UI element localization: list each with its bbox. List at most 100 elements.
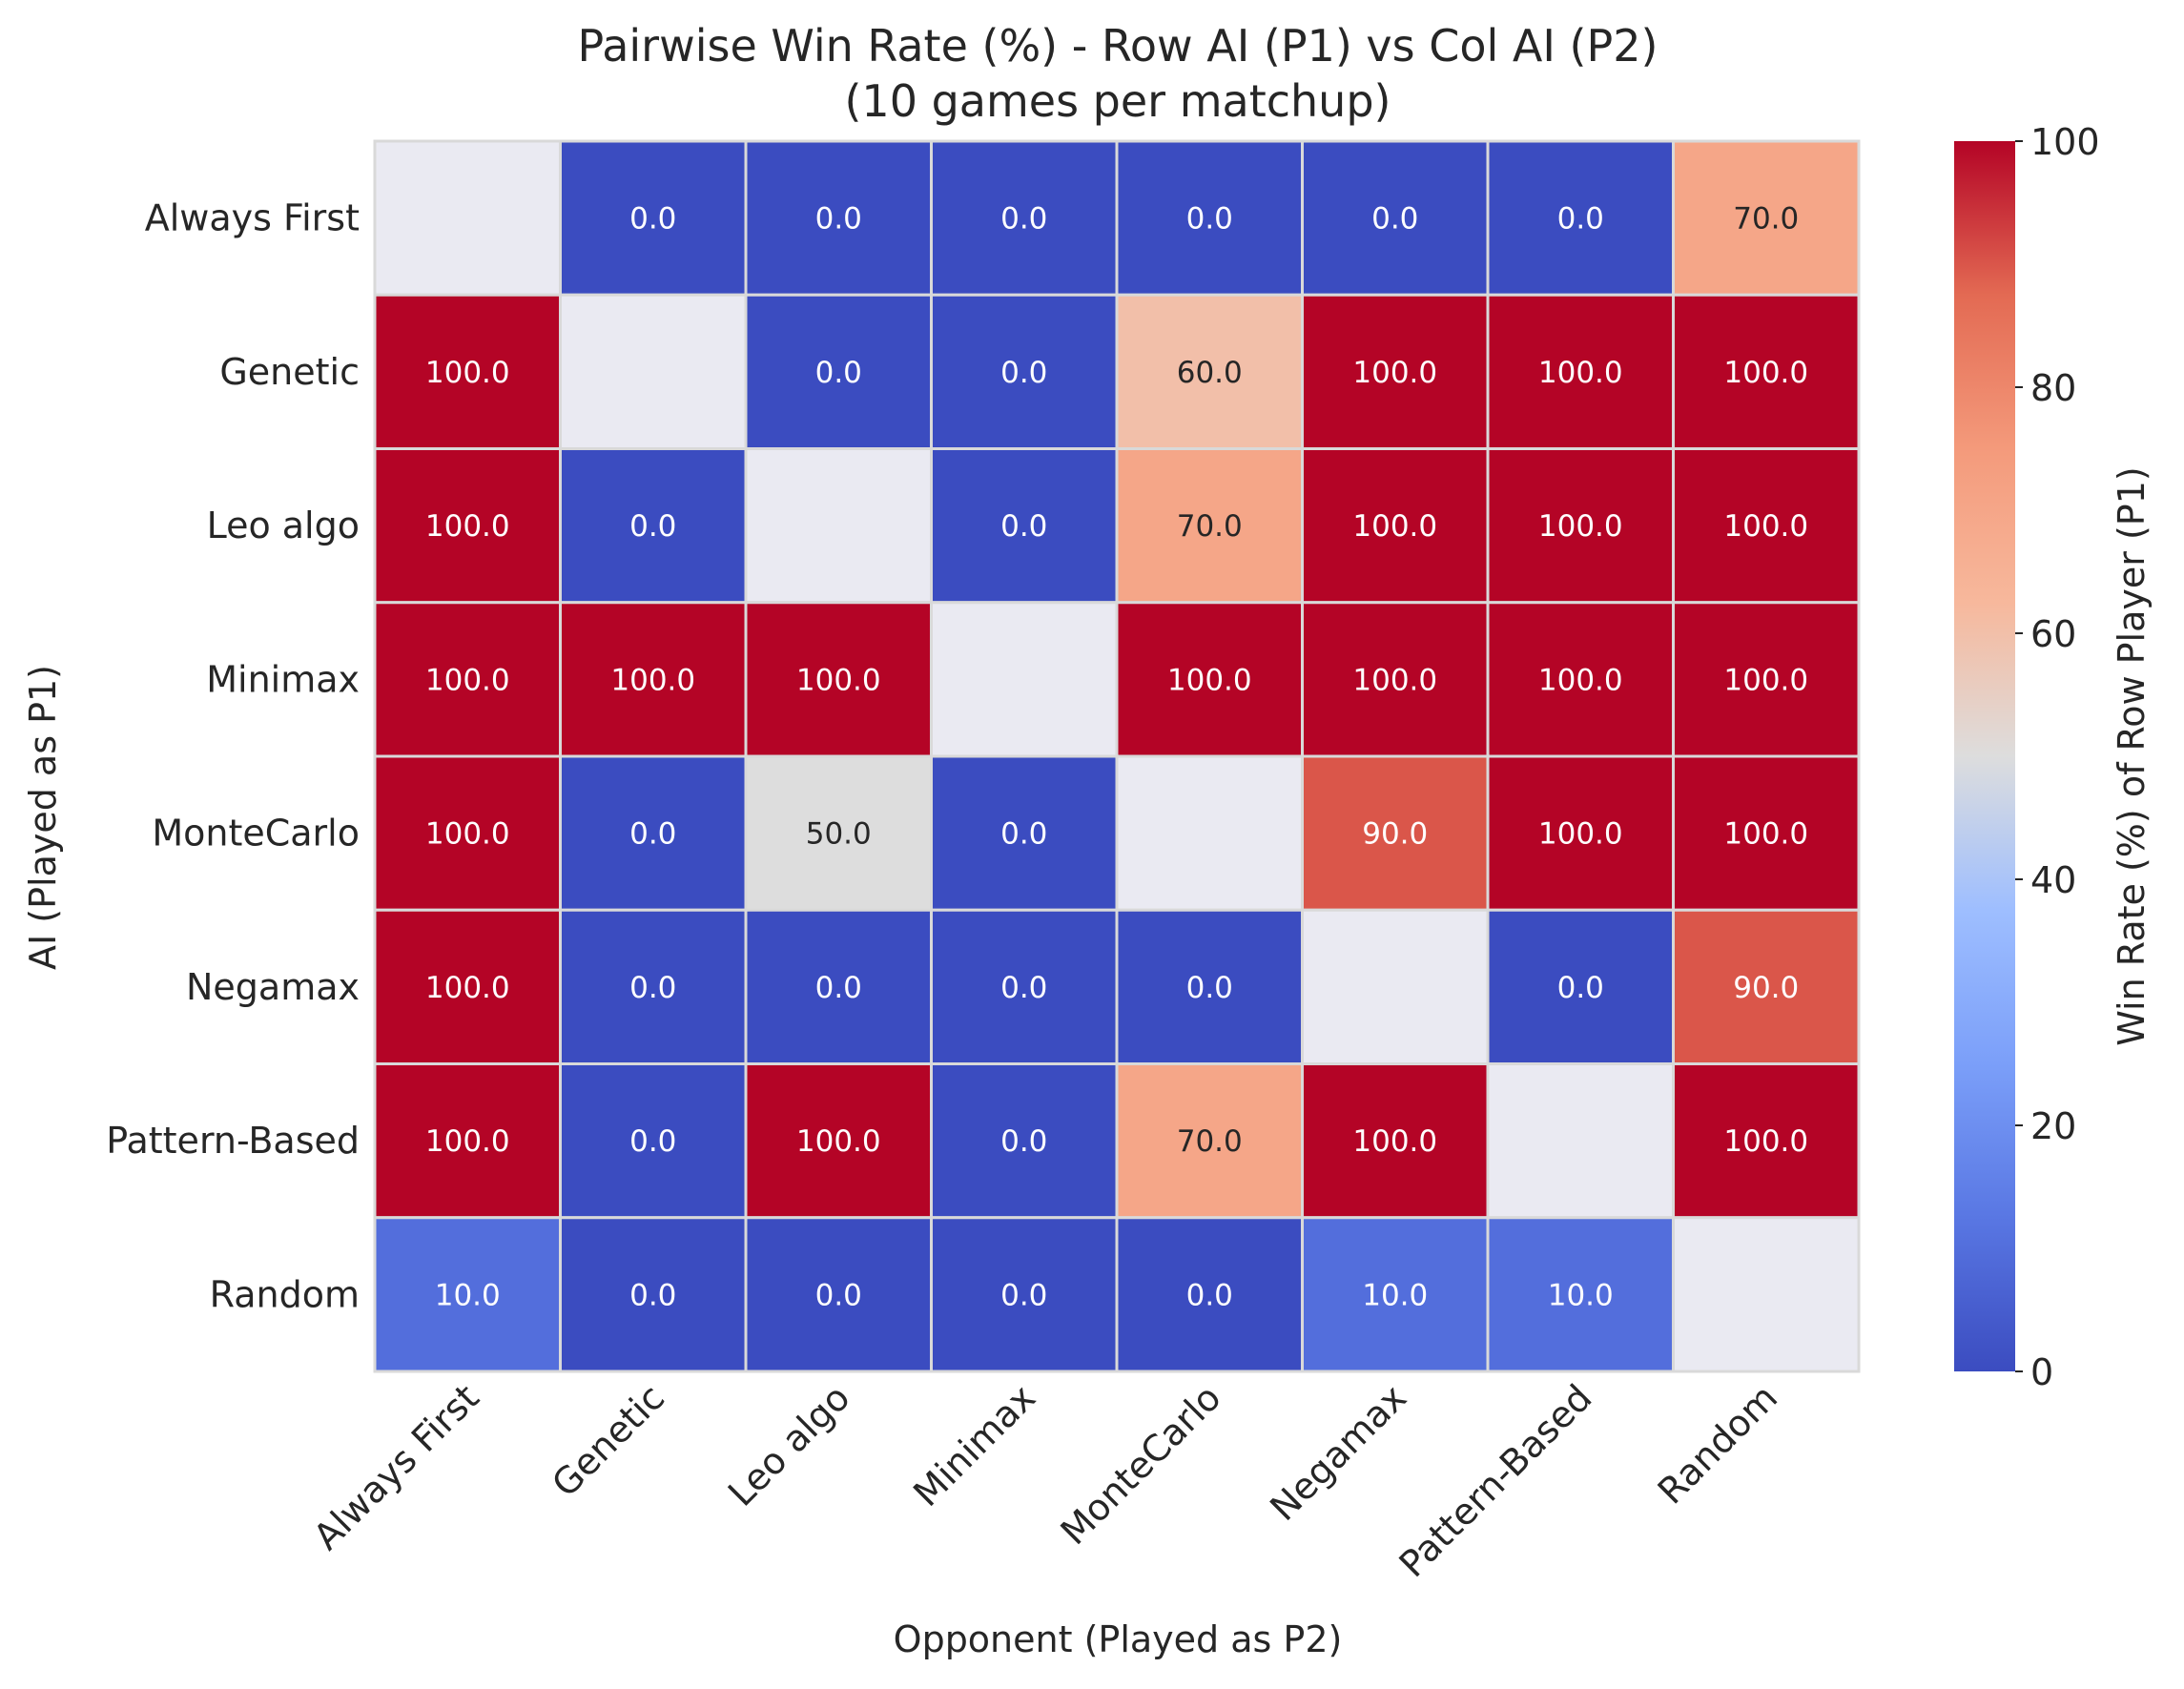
row-tick-label: Random	[210, 1273, 360, 1315]
heatmap-cell	[1115, 754, 1304, 912]
heatmap-cell	[559, 1216, 748, 1373]
cell-value-label: 100.0	[796, 1124, 881, 1159]
cell-value-label: 0.0	[1186, 202, 1233, 237]
column-tick-label: Negamax	[1262, 1376, 1414, 1529]
cell-value-label: 10.0	[1362, 1278, 1428, 1312]
cell-value-label: 0.0	[815, 356, 862, 390]
heatmap-cell	[930, 139, 1119, 297]
colorbar-ticks: 0 20 40 60 80 100	[2015, 121, 2100, 1393]
colorbar-tick-label: 100	[2030, 121, 2100, 163]
cell-value-label: 100.0	[610, 663, 695, 697]
heatmap-cell	[1301, 447, 1490, 605]
cell-value-label: 100.0	[1723, 663, 1808, 697]
heatmap-cell	[930, 1062, 1119, 1220]
cell-value-label: 100.0	[1723, 509, 1808, 544]
cell-value-label: 10.0	[1548, 1278, 1614, 1312]
x-axis-label: Opponent (Played as P2)	[894, 1618, 1343, 1660]
column-tick-label: Random	[1650, 1376, 1785, 1512]
heatmap-cell	[1672, 908, 1861, 1065]
heatmap-cell	[1301, 908, 1490, 1065]
column-tick-label: MonteCarlo	[1053, 1376, 1229, 1553]
cell-value-label: 100.0	[425, 509, 510, 544]
cell-value-label: 100.0	[425, 817, 510, 852]
cell-value-label: 0.0	[815, 1278, 862, 1312]
cell-value-label: 0.0	[1000, 356, 1047, 390]
heatmap-cell	[1672, 1062, 1861, 1220]
cell-value-label: 0.0	[629, 202, 676, 237]
heatmap-cell	[930, 908, 1119, 1065]
chart-subtitle: (10 games per matchup)	[844, 75, 1391, 127]
heatmap-cell	[373, 908, 562, 1065]
heatmap-value-labels: 0.0 0.0 0.0 0.0 0.0 0.0 70.0 100.0 0.0 0.0 60.0 100…	[425, 202, 1808, 1313]
cell-value-label: 10.0	[435, 1278, 501, 1312]
heatmap-cell	[1672, 293, 1861, 450]
heatmap-cell	[559, 293, 748, 450]
heatmap-cell	[1115, 447, 1304, 605]
heatmap-cell	[373, 601, 562, 758]
cell-value-label: 90.0	[1362, 817, 1428, 852]
cell-value-label: 0.0	[1000, 971, 1047, 1005]
heatmap-cell	[559, 601, 748, 758]
cell-value-label: 0.0	[1000, 509, 1047, 544]
y-axis-label: AI (Played as P1)	[22, 665, 64, 970]
cell-value-label: 100.0	[1538, 817, 1623, 852]
heatmap-cell	[1115, 1062, 1304, 1220]
cell-value-label: 100.0	[1538, 663, 1623, 697]
row-tick-label: Leo algo	[207, 505, 360, 546]
row-tick-label: Minimax	[206, 658, 360, 700]
heatmap-cell	[1301, 1216, 1490, 1373]
cell-value-label: 100.0	[1538, 356, 1623, 390]
heatmap-cell	[373, 293, 562, 450]
cell-value-label: 0.0	[629, 1278, 676, 1312]
cell-value-label: 100.0	[425, 356, 510, 390]
colorbar-tick-label: 80	[2030, 367, 2076, 409]
heatmap-cell	[373, 754, 562, 912]
heatmap-cell	[1115, 908, 1304, 1065]
heatmap-cell	[1301, 293, 1490, 450]
cell-value-label: 70.0	[1177, 1124, 1243, 1159]
row-tick-label: Negamax	[186, 966, 360, 1008]
cell-value-label: 0.0	[1371, 202, 1418, 237]
cell-value-label: 100.0	[1352, 1124, 1437, 1159]
heatmap-cell	[1672, 601, 1861, 758]
heatmap-cell	[1486, 601, 1675, 758]
heatmap-cell	[744, 754, 933, 912]
cell-value-label: 100.0	[1538, 509, 1623, 544]
heatmap-cell	[373, 1216, 562, 1373]
row-tick-label: Pattern-Based	[106, 1120, 360, 1162]
heatmap-cell	[373, 1062, 562, 1220]
cell-value-label: 70.0	[1177, 509, 1243, 544]
cell-value-label: 100.0	[1352, 663, 1437, 697]
row-tick-label: Always First	[145, 197, 360, 239]
heatmap-cell	[930, 447, 1119, 605]
heatmap-cell	[1301, 1062, 1490, 1220]
column-tick-label: Pattern-Based	[1391, 1376, 1600, 1585]
heatmap-cell	[1486, 1216, 1675, 1373]
cell-value-label: 100.0	[1723, 817, 1808, 852]
cell-value-label: 0.0	[815, 971, 862, 1005]
cell-value-label: 100.0	[425, 971, 510, 1005]
colorbar-tick-label: 0	[2030, 1351, 2053, 1393]
heatmap-cell	[930, 601, 1119, 758]
x-tick-labels: Always First Genetic Leo algo Minimax MonteC…	[305, 1376, 1785, 1585]
heatmap-cell	[1486, 139, 1675, 297]
cell-value-label: 0.0	[1000, 202, 1047, 237]
cell-value-label: 0.0	[629, 971, 676, 1005]
heatmap-cell	[744, 1062, 933, 1220]
colorbar-tick-label: 20	[2030, 1105, 2076, 1147]
cell-value-label: 0.0	[1557, 202, 1604, 237]
heatmap-cell	[1115, 1216, 1304, 1373]
cell-value-label: 0.0	[1000, 1278, 1047, 1312]
heatmap-cell	[1486, 1062, 1675, 1220]
heatmap-cell	[559, 908, 748, 1065]
cell-value-label: 0.0	[629, 1124, 676, 1159]
cell-value-label: 100.0	[796, 663, 881, 697]
column-tick-label: Genetic	[544, 1376, 672, 1505]
cell-value-label: 0.0	[1557, 971, 1604, 1005]
heatmap-cells	[373, 139, 1861, 1373]
chart-title: Pairwise Win Rate (%) - Row AI (P1) vs C…	[578, 20, 1659, 72]
cell-value-label: 100.0	[425, 663, 510, 697]
cell-value-label: 100.0	[425, 1124, 510, 1159]
colorbar	[1954, 141, 2015, 1371]
